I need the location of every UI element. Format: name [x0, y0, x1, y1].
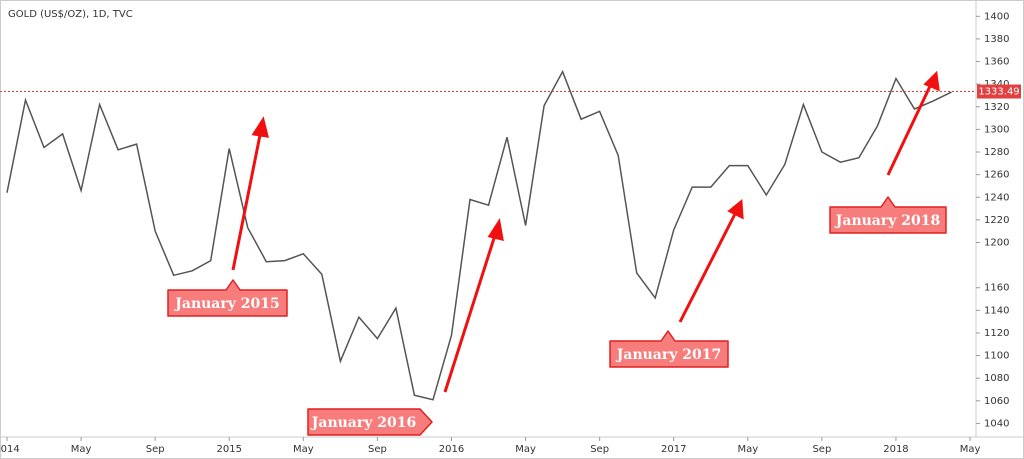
annotation-box: [167, 279, 288, 317]
annotation: January 2017: [615, 347, 721, 363]
last-price-box: [977, 84, 1021, 99]
arrow: [231, 129, 263, 271]
x-tick-label: May: [737, 444, 758, 455]
x-tick-label: Sep: [812, 444, 831, 455]
plot: [6, 69, 952, 401]
x-tick-label: May: [293, 444, 314, 455]
annotation: January 2016: [310, 415, 416, 431]
x-tick-label: 2017: [661, 444, 686, 455]
x-tick-label: May: [960, 444, 981, 455]
x-tick-label: Sep: [146, 444, 165, 455]
arrow: [443, 231, 498, 393]
annotation-box: [307, 408, 433, 436]
x-tick-label: 2018: [883, 444, 908, 455]
y-tick-label: 1320: [984, 102, 1009, 113]
arrow-head: [487, 217, 504, 242]
x-tick-label: 2014: [0, 444, 20, 455]
y-tick-label: 1220: [984, 215, 1009, 226]
chart-title: GOLD (US$/OZ), 1D, TVC: [8, 9, 133, 20]
arrow-head: [727, 198, 744, 220]
y-tick-label: 1280: [984, 147, 1009, 158]
y-tick-label: 1100: [984, 351, 1009, 362]
annotation-box: [609, 330, 729, 368]
annotation: January 2015: [173, 296, 279, 312]
y-tick-label: 1380: [984, 34, 1009, 45]
x-tick-label: 2016: [439, 444, 464, 455]
annotation-box: [829, 196, 947, 234]
y-tick-label: 1400: [984, 11, 1009, 22]
y-tick-label: 1360: [984, 57, 1009, 68]
x-tick-label: Sep: [590, 444, 609, 455]
y-tick-label: 1040: [984, 418, 1009, 429]
x-tick-label: 2015: [217, 444, 242, 455]
y-tick-label: 1300: [984, 124, 1009, 135]
x-tick-label: May: [71, 444, 92, 455]
y-tick-label: 1060: [984, 396, 1009, 407]
price-line: [6, 69, 952, 401]
arrow: [886, 81, 934, 176]
annotation: January 2018: [834, 213, 940, 229]
y-tick-label: 1160: [984, 283, 1009, 294]
x-tick-label: May: [515, 444, 536, 455]
arrow: [678, 209, 739, 323]
y-tick-label: 1080: [984, 373, 1009, 384]
x-tick-label: Sep: [368, 444, 387, 455]
arrows: [231, 70, 940, 393]
y-tick-label: 1240: [984, 192, 1009, 203]
y-tick-label: 1260: [984, 170, 1009, 181]
last-price-label: 1333.49: [978, 87, 1019, 98]
y-tick-label: 1200: [984, 237, 1009, 248]
y-tick-label: 1120: [984, 328, 1009, 339]
arrow-head: [251, 116, 270, 138]
y-tick-label: 1140: [984, 305, 1009, 316]
arrow-head: [923, 70, 940, 92]
